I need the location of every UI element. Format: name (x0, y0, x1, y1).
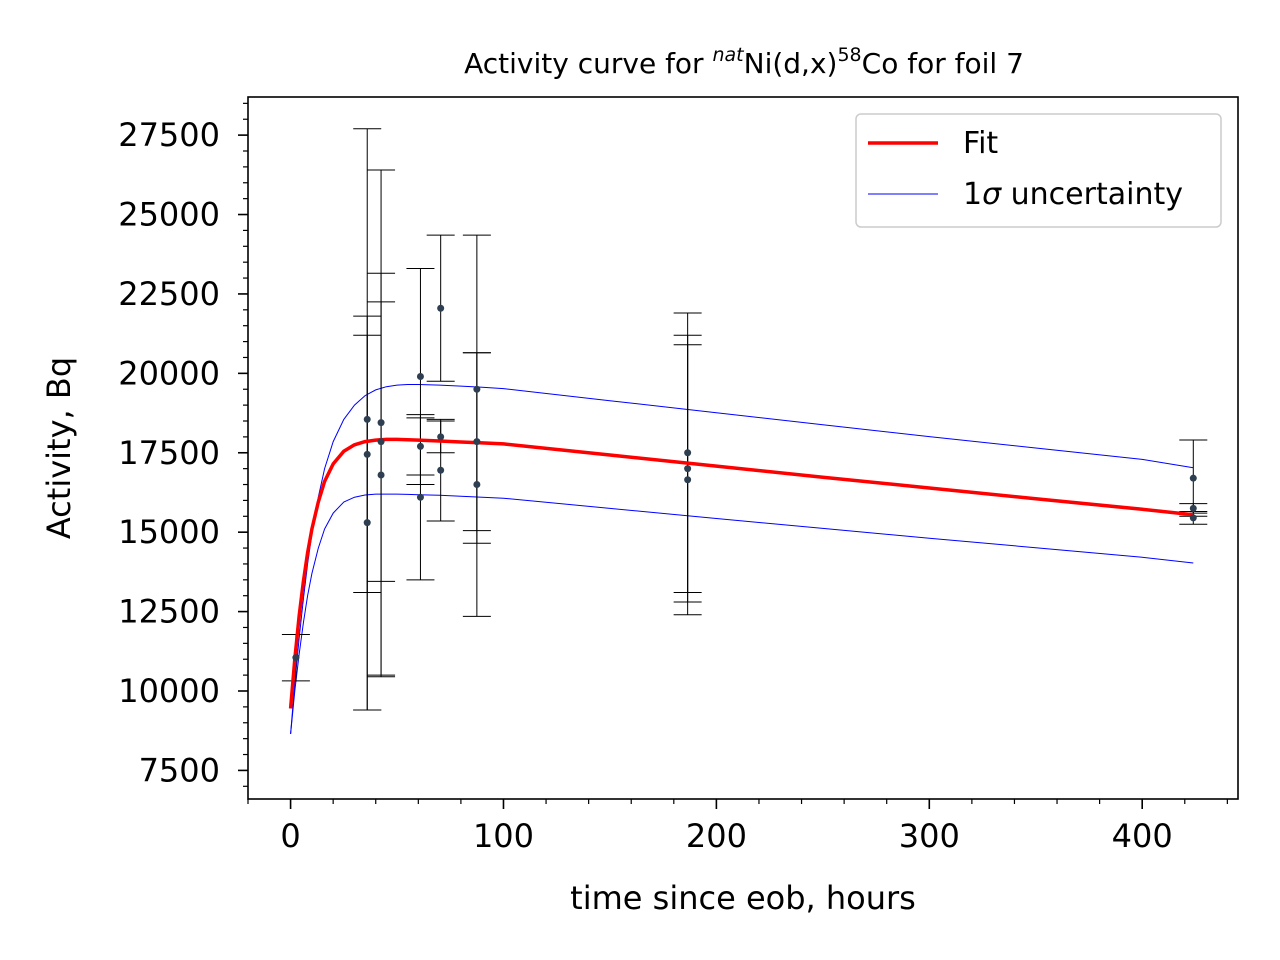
y-tick-label-1: 10000 (118, 672, 220, 710)
plot-frame (247, 96, 1239, 800)
y-tick-label-8: 27500 (118, 116, 220, 154)
y-tick-label-0: 7500 (139, 751, 220, 789)
y-tick-label-2: 12500 (118, 593, 220, 631)
data-point-10 (437, 304, 445, 312)
uncertainty-lower-line (290, 493, 1194, 734)
data-point-14 (473, 438, 481, 446)
legend-uncertainty-rest: uncertainty (1001, 177, 1183, 212)
data-point-12 (437, 466, 445, 474)
x-axis-ticks: 0 100 200 300 400 (247, 799, 1228, 855)
title-suffix: Co for foil 7 (862, 47, 1024, 80)
data-point-15 (473, 481, 481, 489)
y-tick-label-4: 17500 (118, 434, 220, 472)
x-tick-label-1: 100 (473, 817, 534, 855)
data-point-2 (363, 450, 371, 458)
y-tick-label-6: 22500 (118, 275, 220, 313)
chart-title: Activity curve for natNi(d,x)58Co for fo… (464, 44, 1024, 80)
data-point-7 (416, 373, 424, 381)
y-tick-label-7: 25000 (118, 196, 220, 234)
data-point-16 (684, 449, 692, 457)
plot-area (281, 128, 1208, 734)
legend-fit-label: Fit (963, 126, 998, 161)
data-point-6 (377, 471, 385, 479)
data-point-20 (1189, 504, 1197, 512)
y-tick-label-5: 20000 (118, 354, 220, 392)
data-point-17 (684, 465, 692, 473)
data-point-19 (1189, 474, 1197, 482)
data-point-3 (363, 519, 371, 527)
title-sup-nat: nat (712, 44, 745, 66)
x-axis-label: time since eob, hours (570, 879, 916, 917)
data-point-18 (684, 476, 692, 484)
data-point-8 (416, 442, 424, 450)
data-points (292, 304, 1197, 662)
x-tick-label-0: 0 (280, 817, 300, 855)
title-mid: Ni(d,x) (744, 47, 838, 80)
data-point-1 (363, 415, 371, 423)
data-point-21 (1189, 514, 1197, 522)
data-point-13 (473, 385, 481, 393)
fit-curve-group (288, 437, 1194, 709)
legend-uncertainty-one: 1 (963, 177, 982, 212)
title-prefix: Activity curve for (464, 47, 712, 80)
data-point-0 (292, 654, 300, 662)
data-point-11 (437, 433, 445, 441)
legend-box (855, 113, 1222, 228)
x-tick-label-4: 400 (1112, 817, 1173, 855)
title-sup-58: 58 (837, 44, 861, 66)
x-tick-label-2: 200 (686, 817, 747, 855)
fit-line (288, 437, 1194, 709)
y-axis-label: Activity, Bq (40, 357, 78, 539)
y-tick-label-3: 15000 (118, 513, 220, 551)
legend-uncertainty-label: 1σ uncertainty (963, 177, 1183, 212)
y-axis-ticks: 7500 10000 12500 15000 17500 20000 22500 25000 2… (118, 102, 248, 789)
data-point-9 (416, 493, 424, 501)
legend: Fit 1σ uncertainty (855, 113, 1222, 228)
data-point-4 (377, 419, 385, 427)
legend-uncertainty-sigma: σ (982, 177, 1002, 212)
x-tick-label-3: 300 (899, 817, 960, 855)
data-point-5 (377, 438, 385, 446)
